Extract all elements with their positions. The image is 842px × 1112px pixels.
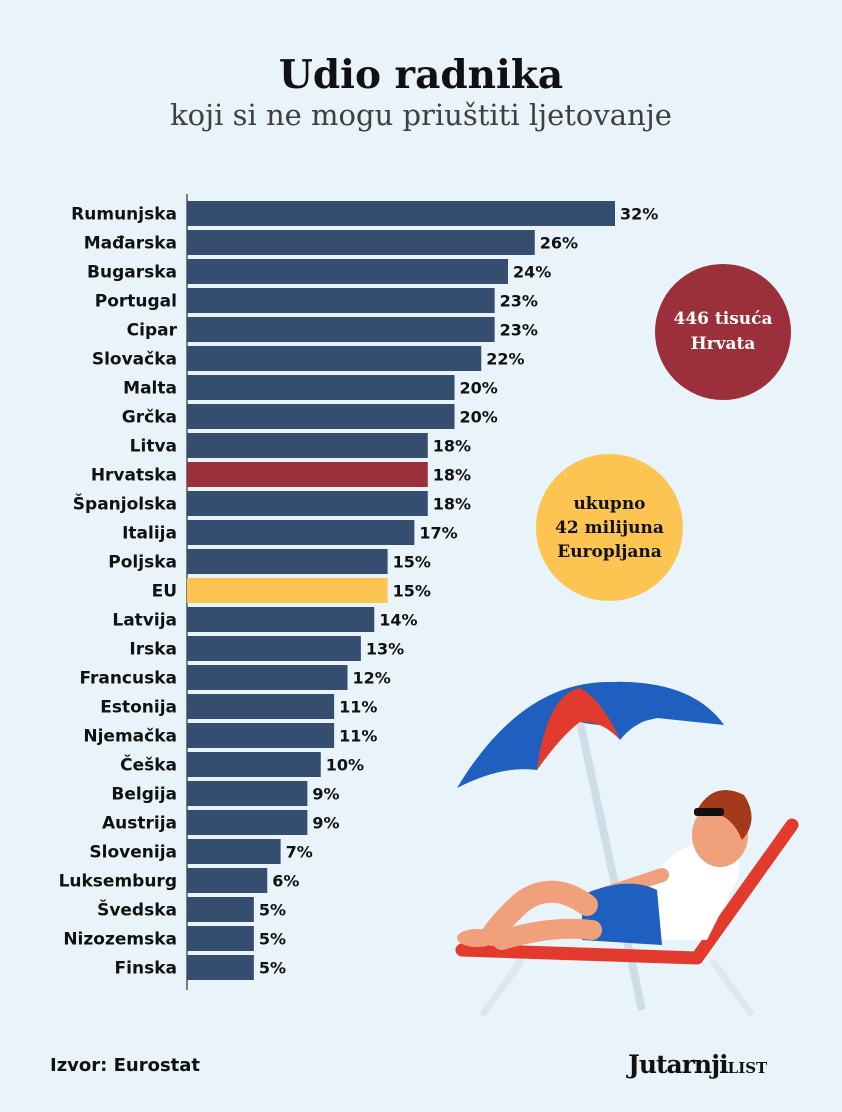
eu-bubble-line-3: Europljana bbox=[557, 541, 662, 562]
bar-6 bbox=[187, 375, 455, 400]
category-label-10: Španjolska bbox=[73, 493, 177, 515]
beach-chair-illustration bbox=[455, 681, 799, 1018]
bar-5 bbox=[187, 346, 482, 371]
value-label-20: 9% bbox=[312, 785, 339, 804]
value-label-23: 6% bbox=[272, 872, 299, 891]
bar-24 bbox=[187, 897, 254, 922]
bar-18 bbox=[187, 723, 335, 748]
source-note: Izvor: Eurostat bbox=[50, 1055, 201, 1076]
croatia-workers-bubble: 446 tisuća Hrvata bbox=[655, 264, 791, 400]
category-label-2: Bugarska bbox=[87, 263, 177, 283]
category-label-9: Hrvatska bbox=[91, 466, 177, 486]
bar-0 bbox=[187, 201, 615, 226]
eu-bubble-line-1: ukupno bbox=[573, 493, 646, 514]
bar-20 bbox=[187, 781, 308, 806]
bar-26 bbox=[187, 955, 254, 980]
category-label-26: Finska bbox=[115, 959, 177, 979]
chart-subtitle: koji si ne mogu priuštiti ljetovanje bbox=[170, 98, 672, 132]
value-label-14: 14% bbox=[379, 611, 417, 630]
value-label-10: 18% bbox=[433, 495, 471, 514]
value-label-2: 24% bbox=[513, 263, 551, 282]
category-label-6: Malta bbox=[123, 379, 177, 399]
category-label-22: Slovenija bbox=[89, 843, 177, 863]
category-label-3: Portugal bbox=[95, 292, 177, 312]
value-label-8: 18% bbox=[433, 437, 471, 456]
category-label-16: Francuska bbox=[79, 669, 177, 689]
bar-1 bbox=[187, 230, 535, 255]
value-label-0: 32% bbox=[620, 205, 658, 224]
bar-10 bbox=[187, 491, 428, 516]
category-label-20: Belgija bbox=[111, 785, 177, 805]
value-label-9: 18% bbox=[433, 466, 471, 485]
logo-main: Jutarnji bbox=[628, 1050, 729, 1079]
value-label-17: 11% bbox=[339, 698, 377, 717]
category-label-0: Rumunjska bbox=[71, 205, 177, 225]
value-label-16: 12% bbox=[353, 669, 391, 688]
bar-17 bbox=[187, 694, 335, 719]
value-label-18: 11% bbox=[339, 727, 377, 746]
bar-15 bbox=[187, 636, 361, 661]
bar-9 bbox=[187, 462, 428, 487]
bar-12 bbox=[187, 549, 388, 574]
value-label-26: 5% bbox=[259, 959, 286, 978]
category-label-5: Slovačka bbox=[92, 350, 177, 370]
eu-bubble-line-2: 42 milijuna bbox=[555, 517, 664, 538]
bar-21 bbox=[187, 810, 308, 835]
category-label-25: Nizozemska bbox=[63, 930, 177, 950]
bar-13 bbox=[187, 578, 388, 603]
value-label-1: 26% bbox=[540, 234, 578, 253]
bar-11 bbox=[187, 520, 415, 545]
category-label-23: Luksemburg bbox=[59, 872, 177, 892]
bar-22 bbox=[187, 839, 281, 864]
category-label-19: Češka bbox=[120, 754, 177, 776]
category-label-4: Cipar bbox=[127, 321, 178, 341]
category-label-13: EU bbox=[152, 582, 177, 602]
category-label-18: Njemačka bbox=[83, 727, 177, 747]
bar-7 bbox=[187, 404, 455, 429]
bar-3 bbox=[187, 288, 495, 313]
bar-2 bbox=[187, 259, 508, 284]
value-label-21: 9% bbox=[312, 814, 339, 833]
category-label-15: Irska bbox=[129, 640, 177, 660]
value-label-6: 20% bbox=[460, 379, 498, 398]
value-label-22: 7% bbox=[286, 843, 313, 862]
bar-25 bbox=[187, 926, 254, 951]
croatia-bubble-line-1: 446 tisuća bbox=[673, 309, 773, 329]
value-label-7: 20% bbox=[460, 408, 498, 427]
bar-19 bbox=[187, 752, 321, 777]
bar-23 bbox=[187, 868, 268, 893]
category-label-11: Italija bbox=[122, 524, 177, 544]
logo-small: LIST bbox=[727, 1059, 768, 1077]
value-label-15: 13% bbox=[366, 640, 404, 659]
bar-16 bbox=[187, 665, 348, 690]
category-label-1: Mađarska bbox=[84, 234, 177, 254]
category-label-7: Grčka bbox=[122, 408, 177, 428]
value-label-24: 5% bbox=[259, 901, 286, 920]
value-label-4: 23% bbox=[500, 321, 538, 340]
value-label-5: 22% bbox=[486, 350, 524, 369]
bar-8 bbox=[187, 433, 428, 458]
value-label-3: 23% bbox=[500, 292, 538, 311]
bar-4 bbox=[187, 317, 495, 342]
category-label-12: Poljska bbox=[108, 553, 177, 573]
category-label-14: Latvija bbox=[112, 611, 177, 631]
chart-title: Udio radnika bbox=[278, 52, 564, 98]
eu-workers-bubble: ukupno 42 milijuna Europljana bbox=[536, 454, 683, 601]
category-label-21: Austrija bbox=[102, 814, 177, 834]
bar-chart: Rumunjska 32% Mađarska 26% Bugarska 24% Portug… bbox=[59, 194, 658, 990]
bar-14 bbox=[187, 607, 375, 632]
value-label-11: 17% bbox=[419, 524, 457, 543]
croatia-bubble-line-2: Hrvata bbox=[690, 334, 756, 354]
category-label-17: Estonija bbox=[100, 698, 177, 718]
value-label-13: 15% bbox=[393, 582, 431, 601]
category-label-24: Švedska bbox=[97, 899, 177, 921]
value-label-19: 10% bbox=[326, 756, 364, 775]
value-label-25: 5% bbox=[259, 930, 286, 949]
publisher-logo: JutarnjiLIST bbox=[628, 1050, 767, 1079]
value-label-12: 15% bbox=[393, 553, 431, 572]
category-label-8: Litva bbox=[130, 437, 177, 457]
